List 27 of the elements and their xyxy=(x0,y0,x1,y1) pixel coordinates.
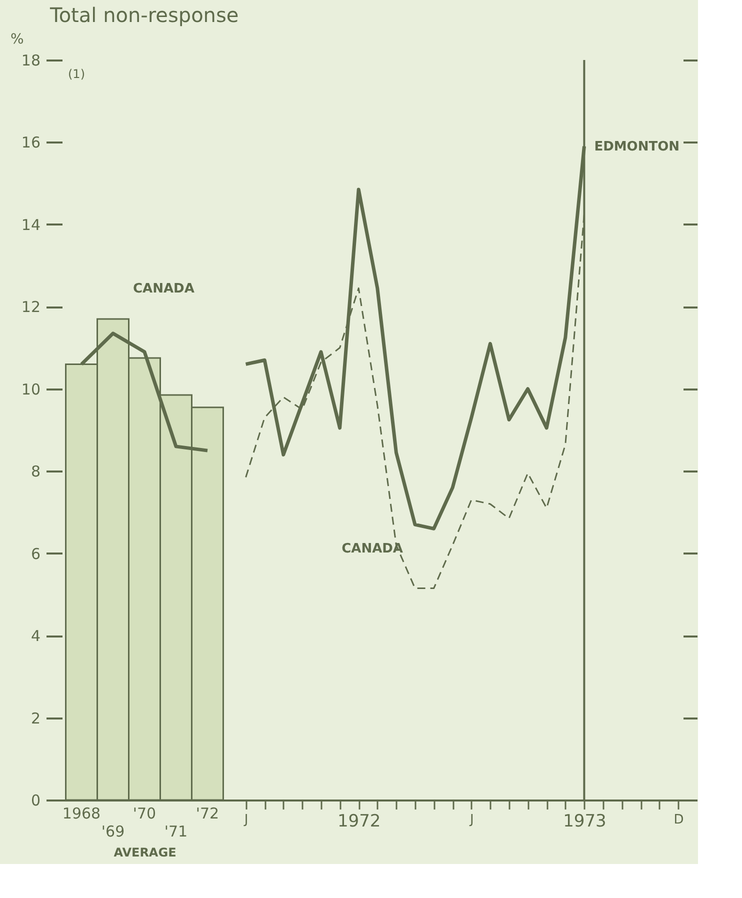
y-axis-title: % xyxy=(10,32,24,48)
y-tick-label: 16 xyxy=(21,134,40,152)
x-tick-label: 1968 xyxy=(62,804,101,822)
chart-title: Total non-response xyxy=(49,3,239,27)
series-label: CANADA xyxy=(342,541,403,556)
y-tick-label: 12 xyxy=(21,298,40,316)
text: CANADA xyxy=(133,281,194,296)
y-tick-label: 18 xyxy=(21,52,40,70)
x-tick-label: D xyxy=(674,812,684,828)
x-tick-label: '70 xyxy=(132,804,156,822)
legend-label: EDMONTON xyxy=(594,139,680,154)
y-tick-label: 8 xyxy=(30,462,40,481)
x-tick-label: '72 xyxy=(196,804,220,822)
x-axis-title: AVERAGE xyxy=(114,846,176,860)
x-tick-label: 1972 xyxy=(337,812,381,832)
x-tick-label: J xyxy=(468,812,474,828)
annotation: (1) xyxy=(68,67,85,81)
x-tick-label: 1973 xyxy=(563,812,606,832)
x-tick-label: '71 xyxy=(164,822,188,840)
y-tick-label: 4 xyxy=(30,627,40,646)
x-tick-label: J xyxy=(243,812,248,828)
y-tick-label: 0 xyxy=(30,792,40,810)
x-tick-label: '69 xyxy=(101,822,125,840)
y-tick-label: 10 xyxy=(21,380,40,398)
y-tick-label: 6 xyxy=(30,544,40,563)
y-tick-label: 14 xyxy=(21,216,40,234)
y-tick-label: 2 xyxy=(30,709,40,728)
